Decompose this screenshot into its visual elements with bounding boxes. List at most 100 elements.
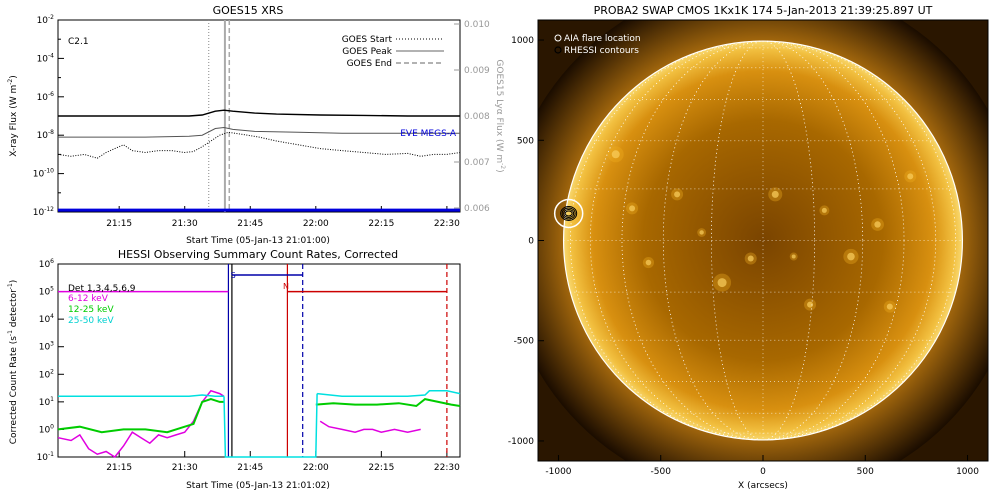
goes-y-tick-exp: -6	[48, 91, 54, 98]
swap-legend-rhessi: RHESSI contours	[564, 46, 639, 56]
hessi-legend: Det 1,3,4,5,6,9 6-12 keV 12-25 keV 25-50…	[68, 284, 136, 326]
goes-y-tick-label: 10-12	[33, 206, 54, 218]
goes-y-tick-base: 10	[37, 54, 49, 64]
hessi-y-tick-base: 10	[39, 315, 51, 325]
goes-y-tick-label: 10-6	[37, 91, 55, 103]
goes-event-lines	[208, 20, 231, 212]
swap-y-tick-label: 0	[528, 237, 534, 247]
hessi-y-tick-exp: 3	[50, 341, 54, 348]
goes-y-tick-label: 10-4	[37, 52, 55, 64]
hessi-y-tick-base: 10	[37, 453, 49, 463]
goes-y2-label-close: )	[494, 169, 504, 173]
goes-y-tick-base: 10	[37, 93, 49, 103]
rhessi-contour	[560, 205, 578, 221]
hessi-series-e_12_25_post	[315, 398, 461, 408]
active-region	[847, 252, 855, 261]
hessi-y-tick-label: 106	[39, 258, 54, 270]
hessi-legend-det: Det 1,3,4,5,6,9	[68, 284, 136, 294]
swap-x-tick-label: 1000	[956, 467, 979, 477]
active-region-glow	[671, 188, 684, 201]
active-region	[821, 207, 827, 213]
goes-legend-peak: GOES Peak	[342, 47, 392, 57]
longitude-line	[570, 40, 956, 441]
hessi-y-tick-exp: 4	[50, 313, 54, 320]
active-region-glow	[871, 218, 884, 231]
goes-y-label-close: )	[9, 75, 19, 79]
hessi-x-axis: 21:15 21:30 21:45 22:00 22:15 22:30	[106, 451, 460, 473]
goes-y2-label: GOES15 Lyα Flux (W m-2)	[494, 59, 506, 172]
hessi-series-e_6_12_post	[319, 420, 421, 433]
hessi-x-tick-label: 21:45	[237, 463, 263, 473]
sun-active-regions	[607, 146, 917, 313]
swap-y-tick-label: -1000	[508, 437, 534, 447]
goes-y-tick-exp: -8	[48, 129, 54, 136]
swap-legend: AIA flare location RHESSI contours	[554, 34, 641, 56]
hessi-legend-6-12: 6-12 keV	[68, 294, 109, 304]
hessi-series-e_6_12_low	[57, 389, 225, 458]
active-region-glow	[789, 252, 798, 261]
hessi-y-tick-exp: 1	[50, 396, 54, 403]
goes-x-tick-label: 22:00	[303, 219, 329, 229]
swap-legend-aia-marker	[554, 34, 562, 42]
goes-y-tick-exp: -4	[48, 52, 54, 59]
goes-series-long	[58, 109, 460, 117]
goes-y-label-sup: -2	[7, 79, 14, 85]
active-region-glow	[904, 170, 917, 183]
hessi-y-tick-base: 10	[39, 425, 51, 435]
hessi-series-e_12_25	[57, 398, 224, 434]
active-region	[771, 190, 779, 198]
hessi-y-label-sup: -1	[7, 330, 14, 336]
hessi-flag-labels: SN	[231, 271, 289, 291]
active-region	[807, 301, 814, 308]
hessi-y-tick-base: 10	[39, 260, 51, 270]
hessi-y-label: Corrected Count Rate (s-1 detector-1)	[7, 280, 19, 445]
swap-x-tick-label: -1000	[545, 467, 571, 477]
hessi-title: HESSI Observing Summary Count Rates, Cor…	[118, 248, 398, 261]
active-region-glow	[883, 300, 896, 313]
hessi-x-tick-label: 22:15	[368, 463, 394, 473]
active-region-glow	[697, 228, 707, 237]
active-region-glow	[819, 205, 830, 216]
active-region	[747, 255, 754, 262]
swap-x-tick-label: 0	[760, 467, 766, 477]
hessi-x-tick-label: 21:30	[172, 463, 198, 473]
active-region	[907, 173, 914, 180]
goes-y-label-main: X-ray Flux (W m	[9, 85, 19, 157]
rhessi-contour	[561, 207, 576, 220]
hessi-y-tick-label: 104	[39, 313, 54, 325]
hessi-series-group	[57, 274, 461, 458]
swap-x-axis: -1000 -500 0 500 1000	[545, 455, 979, 477]
goes-legend: GOES Start GOES Peak GOES End	[342, 35, 444, 69]
swap-title: PROBA2 SWAP CMOS 1Kx1K 174 5-Jan-2013 21…	[594, 4, 933, 17]
goes-flare-class: C2.1	[68, 37, 89, 47]
goes-y2-axis: 0.006 0.007 0.008 0.009 0.010	[454, 20, 490, 214]
active-region	[699, 230, 704, 235]
hessi-y-tick-label: 103	[39, 341, 54, 353]
goes-y2-tick-label: 0.009	[464, 66, 490, 76]
active-region-glow	[744, 252, 757, 265]
swap-x-tick-label: -500	[651, 467, 672, 477]
hessi-y-label-close: )	[9, 280, 19, 284]
rhessi-contour	[563, 208, 575, 218]
hessi-x-label: Start Time (05-Jan-13 21:01:02)	[186, 481, 330, 491]
hessi-y-tick-exp: 2	[50, 368, 54, 375]
hessi-y-tick-base: 10	[39, 343, 51, 353]
active-region-glow	[626, 202, 639, 215]
goes-x-tick-label: 22:30	[434, 219, 460, 229]
goes-y-tick-exp: -10	[44, 168, 54, 175]
active-region	[674, 191, 681, 198]
hessi-y-label-sup2: -1	[7, 283, 14, 289]
goes-y-tick-base: 10	[33, 208, 45, 218]
hessi-y-tick-base: 10	[39, 370, 51, 380]
hessi-panel: HESSI Observing Summary Count Rates, Cor…	[7, 248, 461, 491]
hessi-y-tick-exp: 0	[50, 423, 54, 430]
active-region	[791, 254, 796, 259]
hessi-legend-25-50: 25-50 keV	[68, 316, 114, 326]
goes-series-short	[58, 126, 460, 138]
hessi-y-label-mid: detector	[9, 289, 19, 330]
goes-y2-tick-label: 0.006	[464, 204, 490, 214]
